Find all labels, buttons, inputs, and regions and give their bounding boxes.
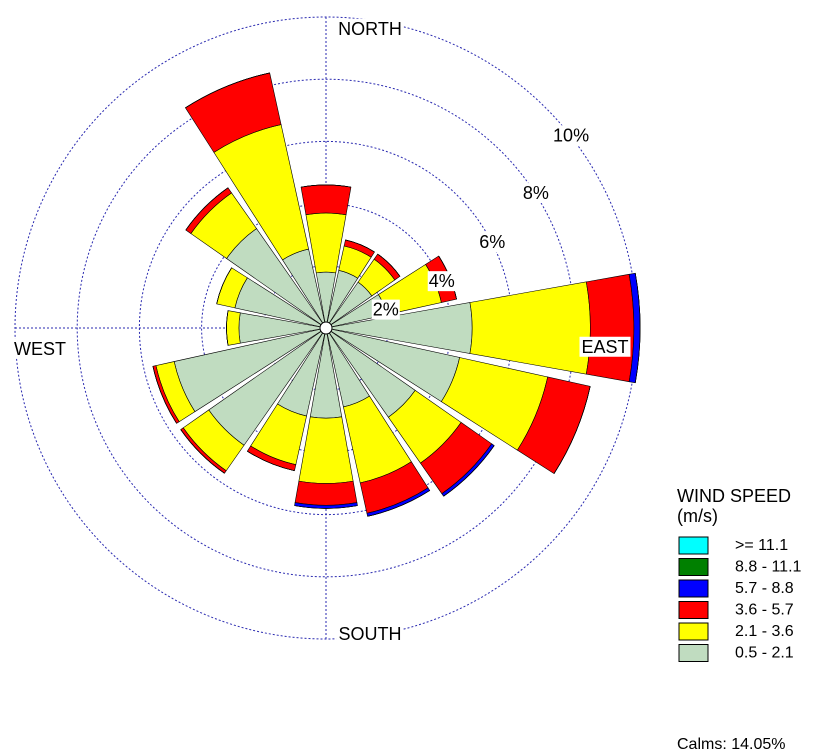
legend-label: 2.1 - 3.6: [735, 623, 794, 640]
direction-label: NORTH: [338, 19, 402, 39]
ring-label: 10%: [553, 125, 589, 145]
direction-label-bg: [579, 336, 631, 357]
ring-label: 6%: [479, 232, 505, 252]
petal-segment: [216, 267, 232, 304]
direction-label-bg: [336, 18, 404, 39]
ring-label-bg: [521, 183, 550, 204]
petal-segment: [300, 184, 352, 216]
petal-segment: [367, 490, 430, 517]
petal-segment: [345, 239, 375, 253]
legend-label: 8.8 - 11.1: [735, 559, 802, 576]
direction-label: WEST: [14, 339, 66, 359]
ring-label-bg: [478, 232, 507, 253]
petal-segment: [226, 310, 241, 346]
legend-swatch: [678, 558, 709, 576]
legend-swatch: [678, 536, 709, 555]
ring-label: 4%: [429, 271, 455, 291]
direction-label-bg: [12, 338, 69, 359]
petal-segment: [438, 255, 457, 300]
ring-label: 8%: [523, 183, 549, 203]
legend-title: (m/s): [677, 506, 718, 526]
ring-label: 2%: [373, 300, 399, 320]
calms-label: Calms: 14.05%: [677, 736, 786, 753]
ring-label-bg: [552, 125, 591, 146]
petal-segment: [298, 416, 354, 484]
petal-segment: [585, 273, 635, 383]
petal-segment: [294, 480, 358, 506]
ring-label-bg: [427, 271, 456, 292]
legend-swatch: [678, 622, 709, 641]
direction-label: SOUTH: [339, 624, 402, 644]
direction-label: EAST: [581, 337, 628, 357]
legend-swatch: [678, 601, 709, 619]
legend-label: >= 11.1: [735, 537, 788, 554]
petal-segment: [469, 281, 591, 375]
legend-title: WIND SPEED: [677, 486, 791, 506]
petal-segment: [300, 184, 352, 188]
legend-swatch: [678, 579, 709, 598]
ring-label-bg: [371, 299, 400, 320]
petal-segment: [443, 445, 495, 497]
direction-label-bg: [336, 623, 404, 644]
legend-swatch: [678, 644, 709, 662]
legend-label: 5.7 - 8.8: [735, 580, 794, 597]
calm-circle: [319, 321, 333, 335]
legend-label: 0.5 - 2.1: [735, 645, 794, 662]
legend-label: 3.6 - 5.7: [735, 602, 794, 619]
